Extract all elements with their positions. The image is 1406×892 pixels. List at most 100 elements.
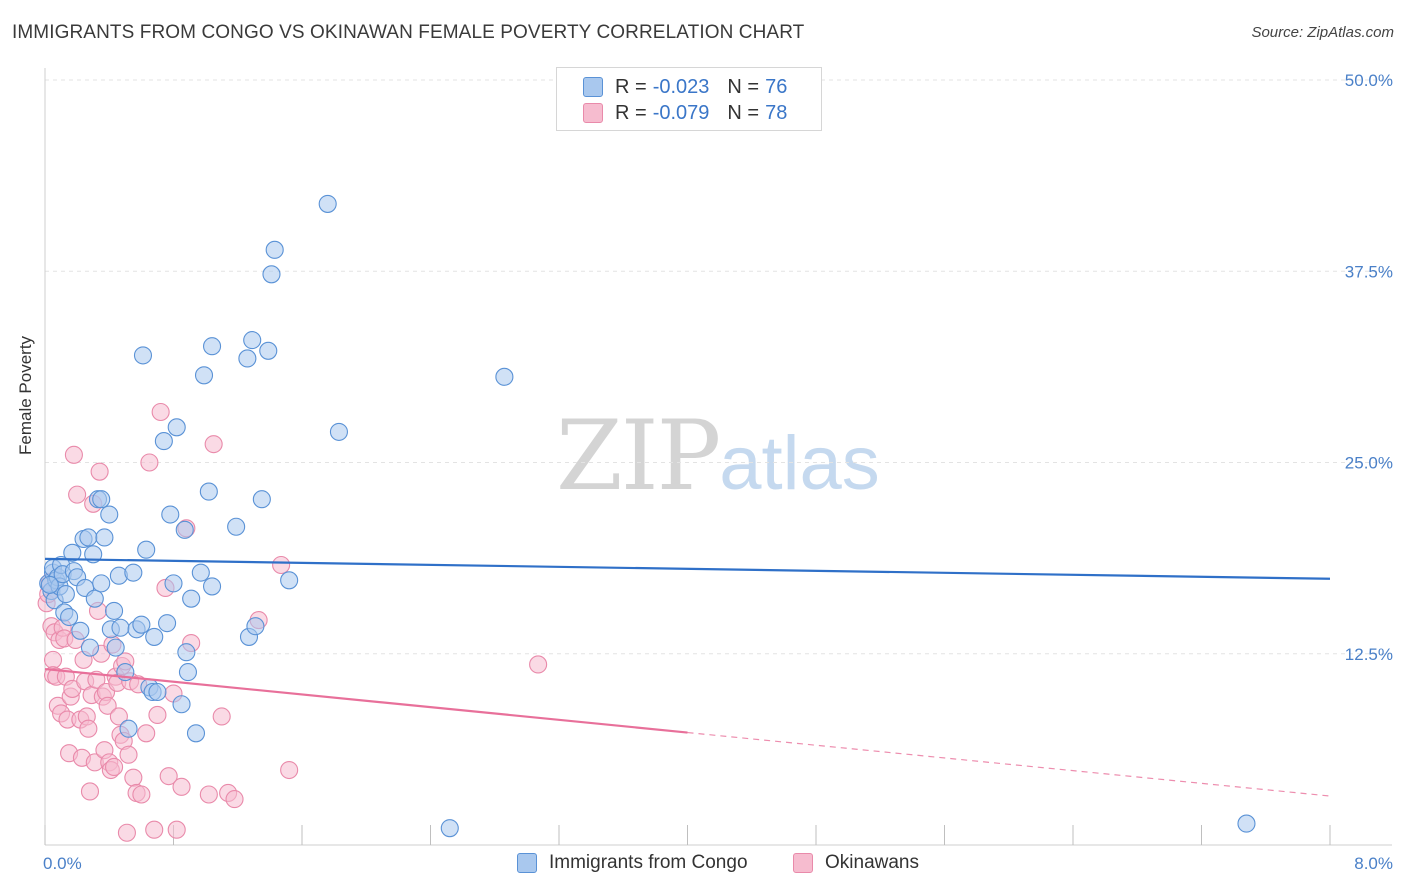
tick-labels: 12.5% 25.0% 37.5% 50.0% 0.0% 8.0% (43, 71, 1393, 873)
chart-title: IMMIGRANTS FROM CONGO VS OKINAWAN FEMALE… (12, 22, 805, 43)
congo-point (111, 618, 130, 637)
congo-point (161, 505, 180, 524)
congo-point (124, 563, 143, 582)
trend-lines (44, 557, 1331, 797)
congo-point (495, 367, 514, 386)
congo-point (132, 615, 151, 634)
congo-point (259, 341, 278, 360)
okinawans-point (529, 655, 548, 674)
congo-point (154, 432, 173, 451)
congo-point (92, 574, 111, 593)
okinawans-point (98, 696, 117, 715)
legend-item-congo[interactable]: Immigrants from Congo (517, 852, 748, 874)
okinawans-point (280, 760, 299, 780)
congo-point (203, 577, 222, 596)
legend-r-value: -0.023 (652, 75, 710, 98)
congo-point (56, 585, 75, 604)
congo-point (265, 240, 284, 259)
okinawans-point (137, 724, 156, 743)
congo-point (133, 346, 153, 365)
legend-r-key: R = (615, 101, 647, 124)
congo-point (95, 528, 114, 547)
source-credit: Source: ZipAtlas.com (1251, 24, 1394, 41)
legend-swatch-okinawans (583, 103, 603, 123)
legend-swatch-okinawans (793, 853, 813, 873)
okinawans-point (145, 820, 164, 839)
legend-swatch-congo (583, 77, 603, 97)
okinawans-point (159, 767, 178, 786)
okinawans-trend-extrapolated (687, 731, 1331, 797)
congo-point (280, 571, 299, 590)
congo-point (105, 601, 124, 620)
congo-point (60, 607, 79, 627)
legend-r-key: R = (615, 75, 647, 98)
legend-n-key: N = (727, 75, 760, 98)
congo-point (80, 638, 100, 657)
y-tick-label: 37.5% (1345, 262, 1393, 281)
congo-point (194, 366, 214, 385)
congo-point (172, 695, 191, 714)
congo-point (252, 490, 271, 509)
okinawans-trend-line (44, 667, 688, 734)
congo-point (79, 528, 98, 547)
congo-point (71, 621, 90, 640)
congo-point (167, 418, 186, 437)
okinawans-point (43, 650, 63, 669)
x-tick-label: 8.0% (1354, 854, 1393, 873)
legend-row-congo: R = -0.023 N = 76 (583, 74, 787, 100)
congo-point (227, 517, 246, 536)
okinawans-point (151, 402, 170, 422)
correlation-legend: R = -0.023 N = 76 R = -0.079 N = 78 (556, 67, 822, 131)
congo-point (119, 719, 138, 738)
congo-point (440, 819, 459, 838)
congo-point (318, 194, 337, 213)
watermark-atlas: atlas (719, 421, 880, 506)
legend-swatch-congo (517, 853, 537, 873)
okinawans-point (132, 785, 151, 804)
legend-item-okinawans[interactable]: Okinawans (793, 852, 919, 874)
okinawans-point (119, 745, 138, 764)
okinawans-point (140, 453, 159, 472)
congo-point (85, 589, 104, 608)
legend-n-value: 76 (765, 75, 788, 98)
y-tick-label: 50.0% (1345, 71, 1393, 90)
congo-point (191, 563, 210, 582)
congo-point (100, 505, 119, 524)
congo-point (106, 638, 125, 657)
watermark-zip: ZIP (556, 400, 721, 512)
okinawans-point (105, 757, 124, 777)
okinawans-point (90, 462, 109, 481)
y-tick-label: 25.0% (1345, 454, 1393, 473)
y-tick-label: 12.5% (1345, 645, 1393, 664)
congo-point (182, 589, 201, 608)
okinawans-point (167, 820, 186, 839)
congo-point (243, 331, 262, 350)
congo-trend-line (44, 557, 1331, 580)
okinawans-point (79, 719, 98, 738)
legend-r-value: -0.079 (652, 101, 710, 124)
congo-point (1237, 814, 1256, 833)
series-legend: Immigrants from Congo Okinawans (0, 852, 1406, 878)
congo-point (158, 614, 177, 633)
congo-point (40, 575, 59, 594)
legend-label-congo: Immigrants from Congo (549, 852, 748, 873)
congo-point (177, 643, 196, 662)
okinawans-point (80, 782, 100, 801)
okinawans-point (117, 823, 136, 842)
okinawans-point (68, 485, 87, 504)
congo-point (329, 422, 348, 441)
x-tick-label: 0.0% (43, 854, 82, 873)
congo-point (178, 663, 198, 682)
congo-point (262, 265, 281, 284)
okinawans-point (109, 707, 128, 726)
okinawans-point (199, 785, 218, 804)
congo-point (203, 337, 222, 356)
okinawans-point (148, 705, 167, 725)
congo-point (238, 349, 257, 368)
congo-point (137, 540, 156, 559)
okinawans-point (172, 777, 191, 796)
legend-row-okinawans: R = -0.079 N = 78 (583, 100, 787, 126)
legend-n-key: N = (727, 101, 760, 124)
congo-point (164, 574, 183, 593)
okinawans-point (272, 555, 291, 575)
